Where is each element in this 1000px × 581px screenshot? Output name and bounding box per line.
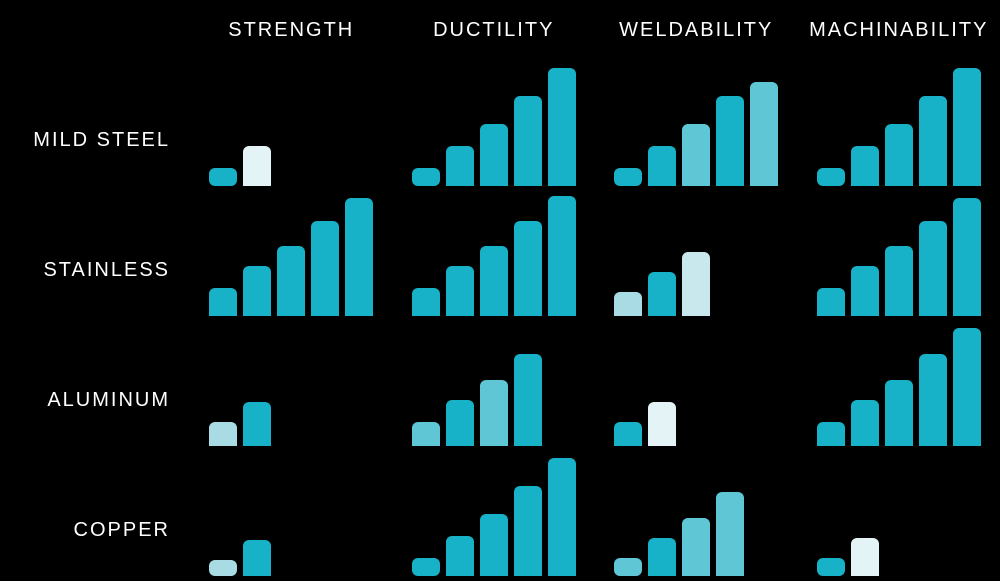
rating-bar (514, 221, 542, 316)
col-header-ductility: DUCTILITY (393, 0, 596, 60)
rating-bar (648, 272, 676, 316)
rating-bar (243, 402, 271, 446)
rating-bar (548, 196, 576, 316)
rating-bar (817, 422, 845, 446)
rating-bar (614, 422, 642, 446)
rating-bar (953, 328, 981, 446)
rating-bar (614, 292, 642, 316)
cell-stainless-weldability (595, 190, 798, 320)
rating-bar (885, 124, 913, 186)
rating-bar (919, 96, 947, 186)
cell-aluminum-ductility (393, 320, 596, 450)
rating-bar (648, 146, 676, 186)
rating-bar (446, 400, 474, 446)
row-header-aluminum: ALUMINUM (0, 320, 190, 450)
rating-bar (209, 560, 237, 576)
cell-mild-steel-machinability (798, 60, 1000, 190)
rating-bar (648, 402, 676, 446)
material-properties-grid: STRENGTH DUCTILITY WELDABILITY MACHINABI… (0, 0, 1000, 581)
cell-aluminum-strength (190, 320, 393, 450)
rating-bar (682, 124, 710, 186)
rating-bar (682, 252, 710, 316)
rating-bar (345, 198, 373, 316)
cell-mild-steel-ductility (393, 60, 596, 190)
row-header-copper: COPPER (0, 450, 190, 580)
rating-bar (648, 538, 676, 576)
rating-bar (480, 514, 508, 576)
rating-bar (480, 124, 508, 186)
cell-stainless-strength (190, 190, 393, 320)
col-header-machinability: MACHINABILITY (798, 0, 1000, 60)
rating-bar (412, 168, 440, 186)
rating-bar (682, 518, 710, 576)
rating-bar (817, 558, 845, 576)
rating-bar (548, 68, 576, 186)
rating-bar (817, 288, 845, 316)
rating-bar (243, 266, 271, 316)
rating-bar (953, 68, 981, 186)
cell-copper-strength (190, 450, 393, 580)
rating-bar (750, 82, 778, 186)
cell-stainless-machinability (798, 190, 1000, 320)
col-header-weldability: WELDABILITY (595, 0, 798, 60)
cell-mild-steel-strength (190, 60, 393, 190)
rating-bar (817, 168, 845, 186)
rating-bar (548, 458, 576, 576)
rating-bar (716, 492, 744, 576)
rating-bar (919, 221, 947, 316)
grid-corner (0, 0, 190, 60)
rating-bar (851, 266, 879, 316)
rating-bar (480, 246, 508, 316)
rating-bar (446, 266, 474, 316)
rating-bar (412, 558, 440, 576)
cell-copper-weldability (595, 450, 798, 580)
rating-bar (716, 96, 744, 186)
row-header-mild-steel: MILD STEEL (0, 60, 190, 190)
cell-copper-ductility (393, 450, 596, 580)
rating-bar (209, 168, 237, 186)
cell-aluminum-machinability (798, 320, 1000, 450)
cell-stainless-ductility (393, 190, 596, 320)
rating-bar (446, 536, 474, 576)
rating-bar (851, 400, 879, 446)
rating-bar (885, 246, 913, 316)
cell-aluminum-weldability (595, 320, 798, 450)
col-header-strength: STRENGTH (190, 0, 393, 60)
rating-bar (209, 288, 237, 316)
rating-bar (209, 422, 237, 446)
rating-bar (243, 146, 271, 186)
row-header-stainless: STAINLESS (0, 190, 190, 320)
rating-bar (446, 146, 474, 186)
rating-bar (412, 288, 440, 316)
cell-mild-steel-weldability (595, 60, 798, 190)
rating-bar (851, 146, 879, 186)
rating-bar (514, 486, 542, 576)
rating-bar (919, 354, 947, 446)
rating-bar (514, 354, 542, 446)
rating-bar (953, 198, 981, 316)
rating-bar (243, 540, 271, 576)
rating-bar (277, 246, 305, 316)
rating-bar (311, 221, 339, 316)
rating-bar (851, 538, 879, 576)
rating-bar (614, 558, 642, 576)
rating-bar (885, 380, 913, 446)
rating-bar (480, 380, 508, 446)
rating-bar (412, 422, 440, 446)
rating-bar (614, 168, 642, 186)
rating-bar (514, 96, 542, 186)
cell-copper-machinability (798, 450, 1000, 580)
